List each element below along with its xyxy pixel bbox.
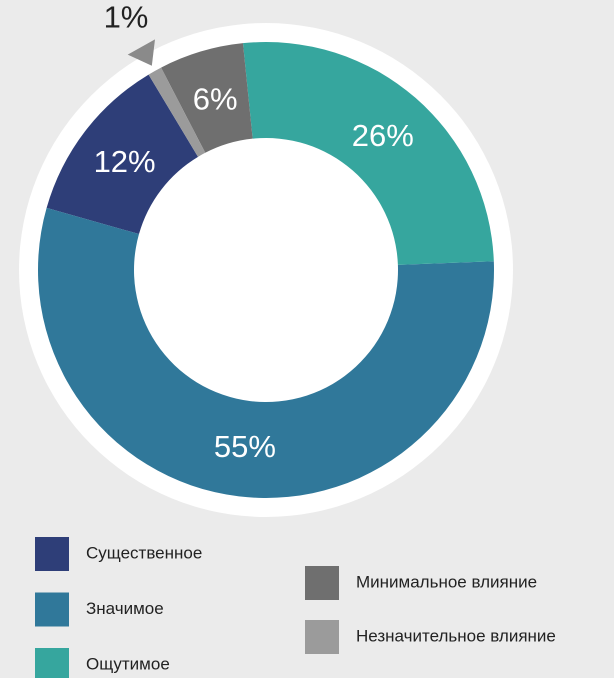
value-label: 1% <box>104 0 149 35</box>
donut-segment <box>242 42 494 265</box>
donut-segment <box>148 67 206 157</box>
legend-label: Значимое <box>86 599 164 618</box>
value-label: 55% <box>214 429 276 464</box>
legend-label: Существенное <box>86 543 202 562</box>
legend-swatch <box>35 537 69 571</box>
legend-swatch <box>305 566 339 600</box>
legend-label: Ощутимое <box>86 654 170 673</box>
donut-segment <box>37 207 495 499</box>
value-label: 26% <box>352 118 414 153</box>
legend-swatch <box>35 648 69 678</box>
legend-label: Минимальное влияние <box>356 572 537 591</box>
value-label: 6% <box>193 82 238 117</box>
legend-swatch <box>35 592 69 627</box>
label-pointer <box>127 39 155 66</box>
legend-swatch <box>305 620 339 654</box>
legend-label: Незначительное влияние <box>356 626 556 645</box>
value-label: 12% <box>94 144 156 179</box>
donut-segment <box>46 74 199 235</box>
donut-segment <box>161 43 253 153</box>
